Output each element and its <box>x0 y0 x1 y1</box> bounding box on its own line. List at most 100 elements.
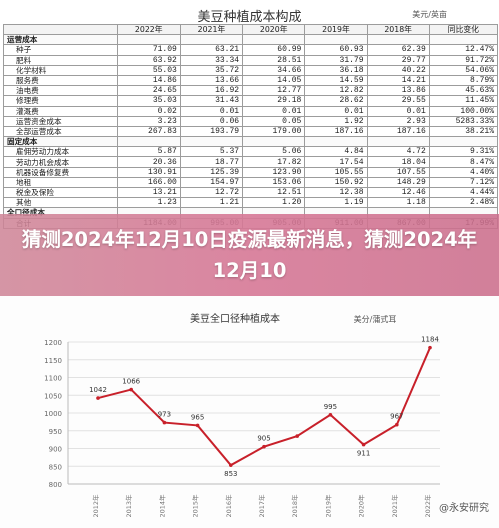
table-cell <box>242 136 306 148</box>
table-cell: 1.19 <box>304 197 368 209</box>
table-cell: 148.29 <box>366 176 430 189</box>
table-row: 其他 1.23 1.21 1.20 1.19 1.18 2.48% <box>3 197 499 209</box>
table-header-cell: 2022年 <box>116 23 181 36</box>
table-row: 税金及保险 13.21 12.72 12.51 12.38 12.46 4.44% <box>3 186 499 199</box>
row-label: 运营资金成本 <box>3 115 118 127</box>
table-cell: 71.09 <box>116 44 181 56</box>
table-cell: 8.79% <box>428 74 499 87</box>
data-label: 905 <box>257 435 270 443</box>
headline-banner[interactable]: 猜测2024年12月10日疫源最新消息，猜测2024年12月10 <box>0 214 499 296</box>
watermark: @永安研究 <box>439 503 489 514</box>
headline-title[interactable]: 猜测2024年12月10日疫源最新消息，猜测2024年12月10 <box>21 228 478 282</box>
y-tick-label: 1100 <box>44 375 62 383</box>
data-point <box>395 422 399 427</box>
row-label: 地租 <box>3 176 118 189</box>
table-cell: 12.82 <box>304 85 368 97</box>
table-cell: 4.44% <box>428 186 499 199</box>
table-cell: 18.04 <box>366 156 430 168</box>
data-label: 853 <box>224 470 237 478</box>
table-cell: 13.66 <box>179 74 244 87</box>
table-title: 美豆种植成本构成 <box>197 10 302 25</box>
table-cell: 9.31% <box>428 146 499 158</box>
y-tick-label: 850 <box>49 463 62 471</box>
table-cell: 193.79 <box>179 125 244 138</box>
table-row: 劳动力机会成本 20.36 18.77 17.82 17.54 18.04 8.47% <box>3 156 499 168</box>
table-cell: 14.05 <box>242 74 306 87</box>
table-cell: 154.97 <box>179 176 244 189</box>
data-label: 1066 <box>122 378 140 386</box>
data-point <box>195 423 200 428</box>
table-cell: 105.55 <box>304 166 368 178</box>
table-cell: 5.06 <box>242 146 306 158</box>
table-cell: 29.77 <box>366 54 430 66</box>
table-cell: 130.91 <box>116 166 181 178</box>
table-cell: 0.06 <box>179 115 244 127</box>
table-header-cell: 2018年 <box>366 23 430 36</box>
data-point <box>328 412 333 417</box>
y-tick-label: 1150 <box>44 357 62 365</box>
table-header-cell <box>3 23 118 36</box>
row-label: 雇佣劳动力成本 <box>3 146 118 158</box>
table-cell: 24.65 <box>116 85 181 97</box>
table-row: 种子 71.09 63.21 60.99 60.93 62.39 12.47% <box>3 44 499 56</box>
table-cell: 33.34 <box>179 54 244 66</box>
table-header-cell: 2020年 <box>242 23 306 36</box>
table-row: 全部运营成本 267.83 193.79 179.00 187.16 187.16 38.2… <box>3 125 499 138</box>
table-cell: 123.90 <box>242 166 306 178</box>
table-cell <box>242 34 306 46</box>
table-cell: 2.48% <box>428 197 499 209</box>
table-header-cell: 2019年 <box>304 23 368 36</box>
table-cell: 91.72% <box>428 54 499 66</box>
table-cell: 179.00 <box>242 125 306 138</box>
x-tick-label: 2019年 <box>323 494 332 518</box>
y-tick-label: 1050 <box>44 392 62 400</box>
table-cell: 267.83 <box>116 125 181 138</box>
table-row: 机器设备修复费 130.91 125.39 123.90 105.55 107.55 4.4… <box>3 166 499 178</box>
x-tick-label: 2021年 <box>390 494 399 518</box>
table-cell: 7.12% <box>428 176 499 189</box>
table-cell: 35.72 <box>179 64 244 76</box>
table-unit: 美元/英亩 <box>412 10 447 19</box>
data-point <box>96 396 100 400</box>
table-cell: 187.16 <box>304 125 368 138</box>
table-cell: 14.21 <box>366 74 430 87</box>
table-cell <box>116 34 181 46</box>
table-cell: 28.51 <box>242 54 306 66</box>
table-cell: 2.93 <box>366 115 430 127</box>
data-point <box>229 463 233 467</box>
table-row: 服务费 14.86 13.66 14.05 14.59 14.21 8.79% <box>3 74 499 87</box>
x-tick-label: 2016年 <box>224 494 233 518</box>
table-row: 油电费 24.65 16.92 12.77 12.82 13.86 45.63% <box>3 85 499 97</box>
table-cell: 125.39 <box>179 166 244 178</box>
table-cell: 34.66 <box>242 64 306 76</box>
y-tick-label: 900 <box>49 446 62 454</box>
table-cell: 0.01 <box>304 105 368 117</box>
y-tick-label: 1200 <box>44 339 62 347</box>
table-cell <box>179 136 244 148</box>
table-section-row: 运营成本 <box>3 34 499 46</box>
chart-unit-label: 美分/蒲式耳 <box>354 314 397 324</box>
data-label: 965 <box>191 413 204 421</box>
table-cell: 166.00 <box>116 176 181 189</box>
table-cell <box>304 34 368 46</box>
x-tick-label: 2014年 <box>157 494 166 518</box>
row-label: 灌溉费 <box>3 105 118 117</box>
table-cell: 55.03 <box>116 64 181 76</box>
y-tick-label: 950 <box>49 428 62 436</box>
table-cell <box>428 136 499 148</box>
table-cell: 0.01 <box>179 105 244 117</box>
row-label: 其他 <box>3 197 118 209</box>
table-cell: 153.06 <box>242 176 306 189</box>
row-label: 劳动力机会成本 <box>3 156 118 168</box>
x-tick-label: 2012年 <box>91 494 100 518</box>
table-cell: 0.01 <box>242 105 306 117</box>
table-cell: 31.79 <box>304 54 368 66</box>
table-cell: 187.16 <box>366 125 430 138</box>
table-cell: 60.99 <box>242 44 306 56</box>
chart-title: 美豆全口径种植成本 <box>190 312 280 325</box>
table-cell: 16.92 <box>179 85 244 97</box>
table-cell: 5.87 <box>116 146 181 158</box>
table-row: 修理费 35.03 31.43 29.18 28.62 29.55 11.45% <box>3 95 499 107</box>
table-cell: 54.06% <box>428 64 499 76</box>
table-row: 化学材料 55.03 35.72 34.66 36.18 40.22 54.06% <box>3 64 499 76</box>
